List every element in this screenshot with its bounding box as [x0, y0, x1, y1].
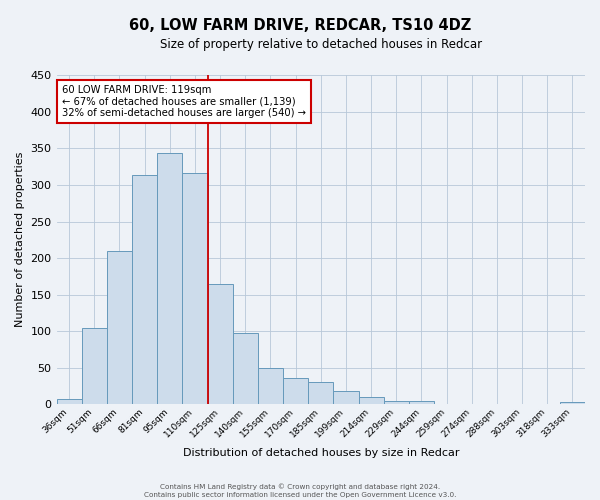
Bar	[383, 400, 409, 404]
Y-axis label: Number of detached properties: Number of detached properties	[15, 152, 25, 328]
Title: Size of property relative to detached houses in Redcar: Size of property relative to detached ho…	[160, 38, 482, 51]
Bar	[233, 334, 258, 404]
Bar	[82, 328, 107, 404]
X-axis label: Distribution of detached houses by size in Redcar: Distribution of detached houses by size …	[182, 448, 459, 458]
Bar	[258, 368, 283, 405]
Bar	[283, 378, 308, 404]
Bar	[56, 399, 82, 404]
Text: Contains HM Land Registry data © Crown copyright and database right 2024.
Contai: Contains HM Land Registry data © Crown c…	[144, 484, 456, 498]
Text: 60 LOW FARM DRIVE: 119sqm
← 67% of detached houses are smaller (1,139)
32% of se: 60 LOW FARM DRIVE: 119sqm ← 67% of detac…	[62, 85, 306, 118]
Bar	[208, 284, 233, 405]
Bar	[308, 382, 334, 404]
Bar	[409, 400, 434, 404]
Bar	[334, 391, 359, 404]
Bar	[107, 251, 132, 404]
Bar	[359, 397, 383, 404]
Text: 60, LOW FARM DRIVE, REDCAR, TS10 4DZ: 60, LOW FARM DRIVE, REDCAR, TS10 4DZ	[129, 18, 471, 32]
Bar	[157, 153, 182, 405]
Bar	[132, 176, 157, 404]
Bar	[560, 402, 585, 404]
Bar	[182, 172, 208, 404]
